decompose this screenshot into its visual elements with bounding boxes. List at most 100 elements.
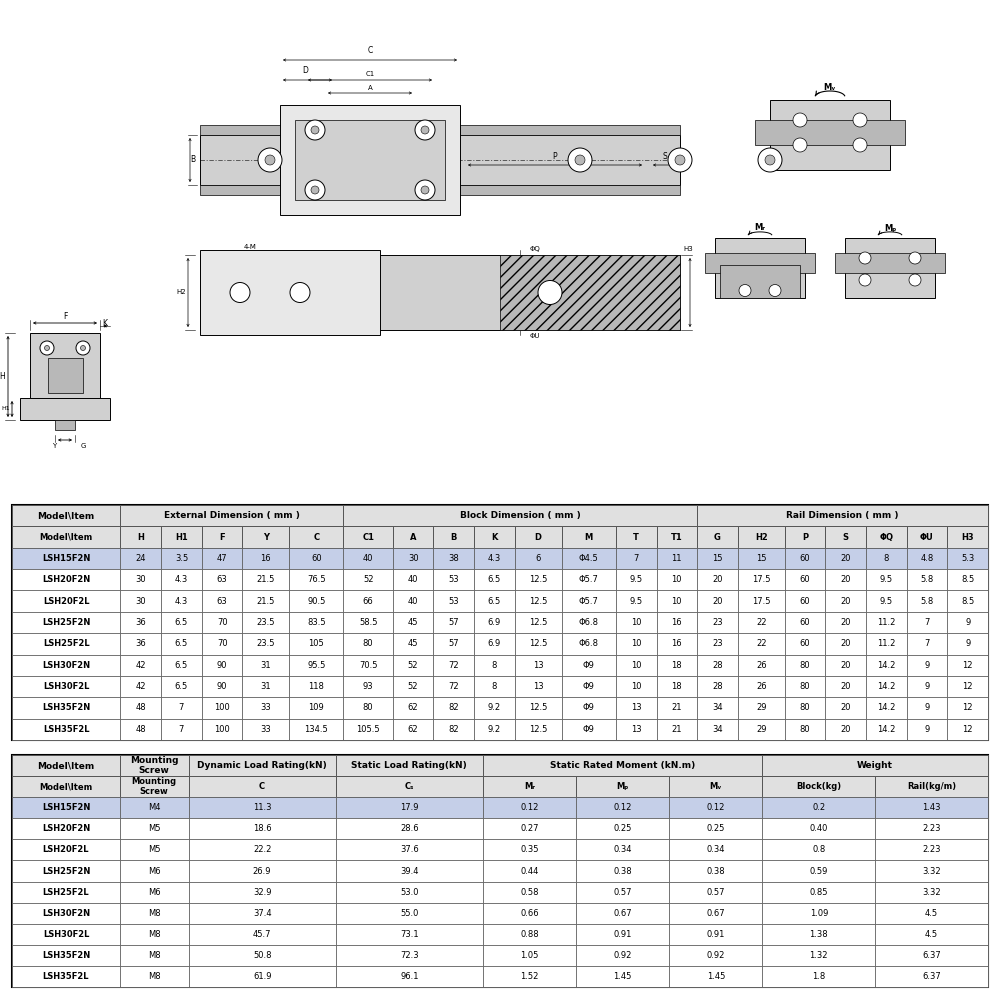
Text: 26: 26 xyxy=(756,682,767,691)
Bar xyxy=(762,966,875,987)
Bar xyxy=(120,945,189,966)
Text: 0.34: 0.34 xyxy=(707,845,725,854)
Bar xyxy=(616,633,657,655)
Text: 12.5: 12.5 xyxy=(529,575,547,584)
Bar xyxy=(242,526,289,548)
Bar xyxy=(242,719,289,740)
Bar xyxy=(336,903,483,924)
Text: 20: 20 xyxy=(840,639,851,648)
Bar xyxy=(393,676,433,697)
Circle shape xyxy=(575,155,585,165)
Text: 95.5: 95.5 xyxy=(307,661,326,670)
Bar xyxy=(515,548,562,569)
Circle shape xyxy=(305,120,325,140)
Text: 90: 90 xyxy=(217,682,227,691)
Bar xyxy=(762,797,875,818)
Text: 20: 20 xyxy=(712,597,723,606)
Text: 9: 9 xyxy=(924,682,930,691)
Text: 9: 9 xyxy=(965,618,970,627)
Bar xyxy=(947,655,988,676)
Text: 12.5: 12.5 xyxy=(529,618,547,627)
Bar xyxy=(474,655,515,676)
Bar xyxy=(48,358,82,393)
Text: 8.5: 8.5 xyxy=(961,597,974,606)
Bar xyxy=(474,676,515,697)
Bar xyxy=(161,719,202,740)
Bar xyxy=(202,676,242,697)
Text: Y: Y xyxy=(263,533,269,542)
Bar xyxy=(120,966,189,987)
Text: 6.9: 6.9 xyxy=(488,618,501,627)
Bar xyxy=(161,548,202,569)
Bar xyxy=(161,590,202,612)
Text: 17.9: 17.9 xyxy=(400,803,419,812)
Text: ΦU: ΦU xyxy=(920,533,934,542)
Text: 11: 11 xyxy=(672,554,682,563)
Bar xyxy=(738,548,785,569)
Circle shape xyxy=(265,155,275,165)
Bar xyxy=(825,633,866,655)
Text: 72: 72 xyxy=(448,661,459,670)
Text: 1.52: 1.52 xyxy=(520,972,539,981)
Text: 0.57: 0.57 xyxy=(707,888,725,897)
Text: 0.67: 0.67 xyxy=(706,909,725,918)
Bar xyxy=(343,569,393,590)
Bar xyxy=(336,818,483,839)
Bar xyxy=(866,633,907,655)
Text: 33: 33 xyxy=(260,703,271,712)
Bar xyxy=(697,590,738,612)
Text: G: G xyxy=(714,533,721,542)
Text: 10: 10 xyxy=(631,618,641,627)
Bar xyxy=(55,420,75,430)
Text: Mᵣ: Mᵣ xyxy=(524,782,535,791)
Bar xyxy=(483,945,576,966)
Bar xyxy=(12,966,120,987)
Text: B: B xyxy=(451,533,457,542)
Bar xyxy=(785,612,825,633)
Bar xyxy=(343,655,393,676)
Text: 134.5: 134.5 xyxy=(305,725,328,734)
Text: 4.5: 4.5 xyxy=(925,909,938,918)
Text: Φ9: Φ9 xyxy=(583,682,595,691)
Text: 21: 21 xyxy=(672,725,682,734)
Text: 3.32: 3.32 xyxy=(922,888,941,897)
Bar xyxy=(289,719,343,740)
Circle shape xyxy=(793,113,807,127)
Text: 6: 6 xyxy=(536,554,541,563)
Bar xyxy=(576,818,669,839)
Text: Mₚ: Mₚ xyxy=(884,224,896,232)
Text: 22.2: 22.2 xyxy=(253,845,271,854)
Text: 10: 10 xyxy=(631,639,641,648)
Bar xyxy=(30,333,100,398)
Text: C: C xyxy=(313,533,319,542)
Text: 6.5: 6.5 xyxy=(488,575,501,584)
Text: 60: 60 xyxy=(800,639,810,648)
Bar xyxy=(202,719,242,740)
Bar xyxy=(738,633,785,655)
Text: G: G xyxy=(80,443,86,449)
Text: 100: 100 xyxy=(214,703,230,712)
Bar xyxy=(343,676,393,697)
Bar xyxy=(202,612,242,633)
Bar xyxy=(738,612,785,633)
Text: 20: 20 xyxy=(840,661,851,670)
Bar xyxy=(12,755,988,987)
Bar xyxy=(907,590,947,612)
Bar xyxy=(825,548,866,569)
Text: 37.6: 37.6 xyxy=(400,845,419,854)
Bar xyxy=(697,633,738,655)
Text: 0.2: 0.2 xyxy=(812,803,825,812)
Bar xyxy=(762,818,875,839)
Text: H3: H3 xyxy=(683,246,693,252)
Text: 18: 18 xyxy=(672,682,682,691)
Bar xyxy=(562,676,616,697)
Bar xyxy=(433,526,474,548)
Bar xyxy=(474,612,515,633)
Bar xyxy=(907,676,947,697)
Bar xyxy=(907,526,947,548)
Bar xyxy=(669,924,762,945)
Text: 12: 12 xyxy=(962,661,973,670)
Text: 5.8: 5.8 xyxy=(920,575,934,584)
Bar xyxy=(393,548,433,569)
Text: 2.23: 2.23 xyxy=(922,824,941,833)
